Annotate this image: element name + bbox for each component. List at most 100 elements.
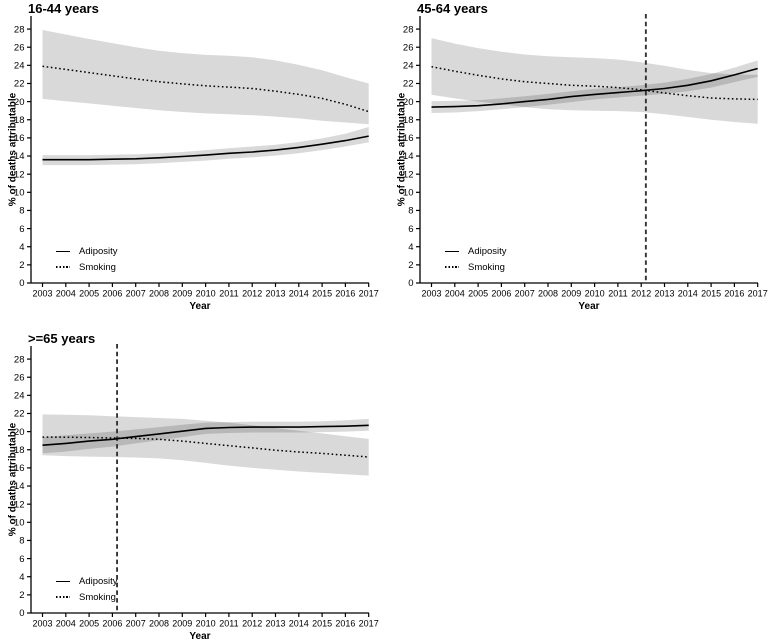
x-tick-label: 2003 xyxy=(421,289,441,299)
legend-item-adiposity: Adiposity xyxy=(445,243,507,259)
y-tick-label: 14 xyxy=(14,481,25,492)
x-axis: 2003 2004 2005 2006 2007 2008 2009 2010 2011 2012… xyxy=(420,282,768,299)
x-axis: 2003 2004 2005 2006 2007 2008 2009 2010 2011 2012… xyxy=(31,282,379,299)
legend-label-adiposity: Adiposity xyxy=(468,245,507,257)
y-tick-label: 24 xyxy=(14,391,25,402)
y-tick-label: 28 xyxy=(14,24,25,35)
x-tick-label: 2012 xyxy=(242,619,262,629)
x-tick-label: 2016 xyxy=(724,289,744,299)
solid-line-icon xyxy=(56,580,70,582)
y-tick-label: 20 xyxy=(14,97,25,108)
y-axis-label: % of deaths attributable xyxy=(7,92,19,207)
y-axis-label: % of deaths attributable xyxy=(396,92,408,207)
y-tick-label: 6 xyxy=(19,554,24,565)
x-tick-label: 2011 xyxy=(219,619,238,629)
legend: Adiposity Smoking xyxy=(445,243,507,275)
x-tick-label: 2017 xyxy=(359,289,379,299)
dotted-line-icon xyxy=(56,596,70,598)
line-adiposity xyxy=(431,67,758,108)
y-tick-label: 8 xyxy=(408,206,413,217)
x-tick-label: 2012 xyxy=(631,289,651,299)
y-tick-label: 4 xyxy=(19,572,24,583)
y-tick-label: 8 xyxy=(19,206,24,217)
confidence-band-adiposity xyxy=(431,60,758,113)
y-tick-label: 26 xyxy=(14,372,25,383)
dotted-line-icon xyxy=(445,266,459,268)
x-tick-label: 2013 xyxy=(265,619,285,629)
y-tick-label: 18 xyxy=(14,445,25,456)
x-tick-label: 2006 xyxy=(102,619,122,629)
legend-label-smoking: Smoking xyxy=(79,591,116,603)
y-tick-label: 12 xyxy=(14,169,25,180)
y-tick-label: 6 xyxy=(19,224,24,235)
x-tick-label: 2010 xyxy=(196,289,216,299)
panel-65-plus-years: >=65 years 2003 2004 2005 2006 2007 2008 2009 2… xyxy=(0,330,389,644)
x-tick-label: 2009 xyxy=(172,619,192,629)
y-tick-label: 28 xyxy=(14,354,25,365)
x-tick-label: 2013 xyxy=(654,289,674,299)
solid-line-icon xyxy=(56,250,70,252)
x-tick-label: 2004 xyxy=(56,619,76,629)
y-tick-label: 14 xyxy=(14,151,25,162)
legend-label-adiposity: Adiposity xyxy=(79,245,118,257)
panel-title: 45-64 years xyxy=(417,1,488,16)
x-tick-label: 2014 xyxy=(289,619,309,629)
legend-label-smoking: Smoking xyxy=(79,261,116,273)
legend-item-smoking: Smoking xyxy=(56,259,118,275)
x-tick-label: 2007 xyxy=(126,289,146,299)
x-tick-label: 2010 xyxy=(196,619,216,629)
legend-item-smoking: Smoking xyxy=(56,589,118,605)
y-tick-label: 2 xyxy=(408,260,413,271)
x-tick-label: 2011 xyxy=(608,289,627,299)
x-tick-label: 2007 xyxy=(126,619,146,629)
legend-item-adiposity: Adiposity xyxy=(56,243,118,259)
x-tick-label: 2008 xyxy=(538,289,558,299)
confidence-band-smoking xyxy=(42,414,369,476)
x-tick-label: 2005 xyxy=(79,289,99,299)
y-tick-label: 6 xyxy=(408,224,413,235)
legend: Adiposity Smoking xyxy=(56,573,118,605)
y-tick-label: 4 xyxy=(408,242,413,253)
x-axis-label: Year xyxy=(578,301,600,312)
x-tick-label: 2003 xyxy=(32,289,52,299)
y-tick-label: 24 xyxy=(14,61,25,72)
x-tick-label: 2005 xyxy=(79,619,99,629)
panel-title: 16-44 years xyxy=(28,1,99,16)
y-tick-label: 12 xyxy=(14,499,25,510)
y-tick-label: 22 xyxy=(14,79,25,90)
x-tick-label: 2007 xyxy=(515,289,535,299)
x-tick-label: 2017 xyxy=(748,289,768,299)
x-tick-label: 2006 xyxy=(491,289,511,299)
x-tick-label: 2015 xyxy=(701,289,721,299)
y-tick-label: 14 xyxy=(403,151,414,162)
legend-item-adiposity: Adiposity xyxy=(56,573,118,589)
chart-plot-45-64: 2003 2004 2005 2006 2007 2008 2009 2010 2011 2012… xyxy=(403,14,768,299)
y-tick-label: 0 xyxy=(19,278,24,289)
solid-line-icon xyxy=(445,250,459,252)
x-axis-label: Year xyxy=(189,631,211,642)
confidence-band-smoking xyxy=(42,30,369,125)
y-tick-label: 26 xyxy=(14,42,25,53)
x-tick-label: 2016 xyxy=(335,289,355,299)
x-axis-label: Year xyxy=(189,301,211,312)
y-tick-label: 26 xyxy=(403,42,414,53)
x-tick-label: 2017 xyxy=(359,619,379,629)
x-tick-label: 2016 xyxy=(335,619,355,629)
legend-label-adiposity: Adiposity xyxy=(79,575,118,587)
x-tick-label: 2004 xyxy=(445,289,465,299)
x-tick-label: 2009 xyxy=(561,289,581,299)
x-tick-label: 2012 xyxy=(242,289,262,299)
y-tick-label: 24 xyxy=(403,61,414,72)
x-tick-label: 2005 xyxy=(468,289,488,299)
y-tick-label: 22 xyxy=(14,409,25,420)
legend-label-smoking: Smoking xyxy=(468,261,505,273)
y-tick-label: 12 xyxy=(403,169,414,180)
y-tick-label: 2 xyxy=(19,590,24,601)
x-tick-label: 2014 xyxy=(289,289,309,299)
x-tick-label: 2003 xyxy=(32,619,52,629)
y-tick-label: 10 xyxy=(403,188,414,199)
x-tick-label: 2008 xyxy=(149,289,169,299)
